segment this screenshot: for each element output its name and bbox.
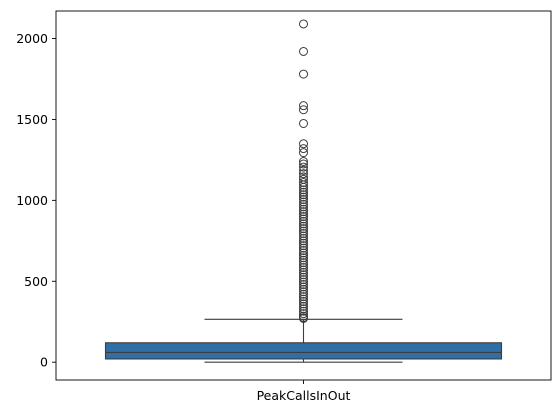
outlier-point <box>299 202 308 212</box>
outlier-point <box>299 207 308 217</box>
outlier-point <box>299 182 308 192</box>
outlier-point <box>299 144 308 154</box>
outlier-point <box>299 284 308 294</box>
outlier-point <box>299 157 308 167</box>
outlier-point <box>299 299 308 309</box>
outlier-point <box>299 258 308 268</box>
outlier-point <box>299 306 308 316</box>
y-tick-label: 1500 <box>16 112 48 127</box>
outlier-point <box>299 46 308 56</box>
outlier-point <box>299 148 308 158</box>
outlier-point <box>299 216 308 226</box>
outlier-point <box>299 159 308 169</box>
outlier-point <box>299 243 308 253</box>
plot-area <box>104 19 503 363</box>
outlier-point <box>299 178 308 188</box>
outlier-point <box>299 214 308 224</box>
outlier-point <box>299 253 308 263</box>
outlier-point <box>299 212 308 222</box>
outlier-point <box>299 226 308 236</box>
outlier-point <box>299 314 308 323</box>
outlier-point <box>299 219 308 229</box>
outlier-point <box>299 246 308 256</box>
outlier-point <box>299 292 308 302</box>
outlier-point <box>299 233 308 243</box>
outlier-point <box>299 297 308 307</box>
outlier-point <box>299 287 308 297</box>
outlier-point <box>299 236 308 246</box>
outlier-point <box>299 195 308 205</box>
outlier-point <box>299 277 308 287</box>
outlier-point <box>299 69 308 79</box>
outlier-point <box>299 197 308 207</box>
outlier-point <box>299 280 308 290</box>
outlier-point <box>299 139 308 149</box>
outlier-point <box>299 165 308 175</box>
outlier-point <box>299 263 308 273</box>
outlier-point <box>299 224 308 234</box>
outlier-point <box>299 192 308 202</box>
outlier-point <box>299 282 308 292</box>
outlier-point <box>299 304 308 314</box>
y-tick-label: 500 <box>24 274 48 289</box>
outlier-point <box>299 241 308 251</box>
outlier-point <box>299 231 308 241</box>
y-tick-label: 0 <box>40 355 48 370</box>
axes: 0 500 1000 1500 2000 PeakCallsInOut <box>16 10 552 403</box>
outlier-point <box>299 272 308 282</box>
outlier-point <box>299 289 308 299</box>
outlier-point <box>299 204 308 214</box>
outlier-point <box>299 101 308 111</box>
outlier-point <box>299 260 308 270</box>
outlier-point <box>299 118 308 128</box>
outlier-point <box>299 229 308 239</box>
outlier-point <box>299 162 308 172</box>
outlier-point <box>299 105 308 115</box>
outlier-point <box>299 209 308 219</box>
outlier-point <box>299 199 308 209</box>
outlier-point <box>299 294 308 304</box>
outlier-point <box>299 275 308 285</box>
outlier-point <box>299 248 308 258</box>
outlier-point <box>299 270 308 280</box>
outlier-point <box>299 169 308 179</box>
y-tick-label: 2000 <box>16 31 48 46</box>
outlier-point <box>299 180 308 190</box>
outlier-point <box>299 185 308 195</box>
outlier-point <box>299 221 308 231</box>
outlier-point <box>299 267 308 277</box>
outlier-point <box>299 250 308 260</box>
x-tick-label: PeakCallsInOut <box>257 388 351 403</box>
outlier-point <box>299 255 308 265</box>
y-tick-label: 1000 <box>16 193 48 208</box>
outlier-point <box>299 309 308 319</box>
outlier-point <box>299 19 308 29</box>
outlier-point <box>299 301 308 311</box>
outlier-point <box>299 187 308 197</box>
iqr-box <box>104 342 503 360</box>
outlier-point <box>299 265 308 275</box>
outlier-point <box>299 238 308 248</box>
outlier-point <box>299 190 308 200</box>
